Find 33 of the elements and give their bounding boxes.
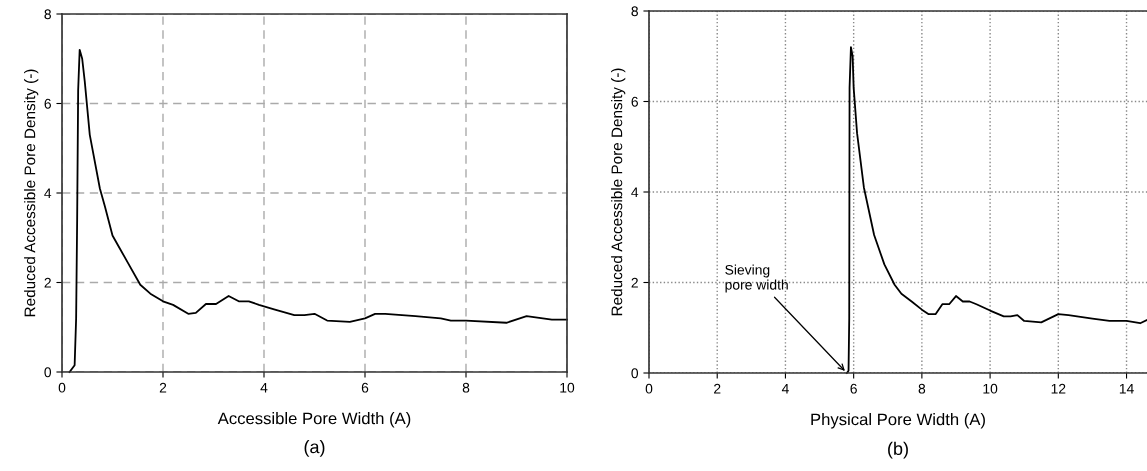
y-tick-label: 0 bbox=[631, 368, 639, 379]
y-tick-label: 8 bbox=[44, 9, 51, 20]
x-tick-label: 0 bbox=[645, 383, 653, 394]
text: (b) bbox=[888, 441, 908, 459]
line-series bbox=[845, 46, 1147, 374]
y-axis-title: Reduced Accessible Pore Density (-) bbox=[24, 69, 39, 317]
x-tick-label: 8 bbox=[462, 382, 470, 393]
annotation: Sieving pore width bbox=[725, 264, 788, 293]
y-tick-label: 4 bbox=[631, 187, 639, 198]
x-tick-label: 2 bbox=[159, 382, 167, 393]
x-axis-title: Physical Pore Width (A) bbox=[811, 413, 985, 429]
x-tick-label: 10 bbox=[983, 383, 998, 394]
y-tick-label: 2 bbox=[44, 277, 51, 288]
x-tick-label: 2 bbox=[714, 383, 721, 394]
x-tick-label: 6 bbox=[850, 383, 857, 394]
x-tick-label: 0 bbox=[58, 382, 66, 393]
text: (a) bbox=[304, 440, 325, 457]
y-tick-label: 2 bbox=[631, 277, 638, 288]
y-tick-label: 8 bbox=[631, 6, 638, 17]
x-tick-label: 6 bbox=[361, 382, 369, 393]
x-tick-label: 4 bbox=[781, 383, 789, 394]
y-tick-label: 6 bbox=[631, 96, 638, 107]
line-series bbox=[68, 48, 568, 373]
x-tick-label: 14 bbox=[1119, 383, 1134, 394]
y-tick-label: 4 bbox=[44, 188, 52, 199]
x-tick-label: 8 bbox=[918, 383, 926, 394]
x-tick-label: 12 bbox=[1051, 383, 1066, 394]
x-tick-label: 10 bbox=[560, 382, 575, 393]
y-axis-title: Reduced Accessible Pore Density (-) bbox=[611, 68, 626, 316]
y-tick-label: 0 bbox=[44, 367, 52, 378]
x-axis-title: Accessible Pore Width (A) bbox=[217, 412, 411, 428]
y-tick-label: 6 bbox=[44, 98, 51, 109]
x-tick-label: 4 bbox=[260, 382, 268, 393]
